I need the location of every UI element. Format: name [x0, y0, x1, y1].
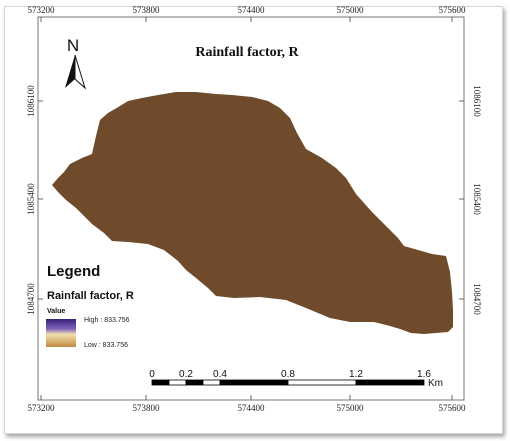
- tick-label-left-3: 1084700: [26, 283, 36, 315]
- tick-label-bottom-2: 573800: [133, 403, 161, 413]
- legend-color-ramp: [46, 319, 76, 347]
- scale-label-5: 1.6: [417, 369, 431, 380]
- scale-bar: [151, 379, 425, 386]
- tick-label-left-2: 1085400: [26, 183, 36, 215]
- tick-label-right-3: 1084700: [472, 283, 482, 315]
- legend-high-label: High : 833.756: [84, 317, 130, 324]
- north-label: N: [67, 36, 79, 55]
- scale-label-3: 0.8: [281, 369, 295, 380]
- tick-label-left-1: 1086100: [26, 85, 36, 117]
- scale-label-4: 1.2: [349, 369, 363, 380]
- legend-layer-name: Rainfall factor, R: [47, 290, 134, 302]
- grid-tick-marks: [38, 17, 464, 400]
- scale-unit: Km: [428, 378, 443, 389]
- tick-label-top-3: 574400: [238, 5, 266, 15]
- map-title: Rainfall factor, R: [195, 45, 299, 60]
- tick-label-top-5: 575600: [439, 5, 467, 15]
- scale-label-1: 0.2: [179, 369, 193, 380]
- map-legend: Legend Rainfall factor, R Value High : 8…: [46, 263, 134, 349]
- north-arrow-icon: N: [65, 36, 86, 90]
- tick-label-bottom-3: 574400: [238, 403, 266, 413]
- scale-label-2: 0.4: [213, 369, 227, 380]
- tick-label-bottom-5: 575600: [439, 403, 467, 413]
- legend-title: Legend: [47, 263, 100, 280]
- tick-label-right-1: 1086100: [472, 85, 482, 117]
- scale-label-0: 0: [149, 369, 155, 380]
- tick-label-top-2: 573800: [133, 5, 161, 15]
- tick-label-bottom-1: 573200: [28, 403, 56, 413]
- tick-label-top-1: 573200: [28, 5, 56, 15]
- tick-label-top-4: 575000: [337, 5, 365, 15]
- legend-low-label: Low : 833.756: [84, 342, 128, 349]
- legend-field-name: Value: [47, 308, 65, 315]
- tick-label-bottom-4: 575000: [337, 403, 365, 413]
- tick-label-right-2: 1085400: [472, 183, 482, 215]
- watershed-raster: [52, 92, 453, 334]
